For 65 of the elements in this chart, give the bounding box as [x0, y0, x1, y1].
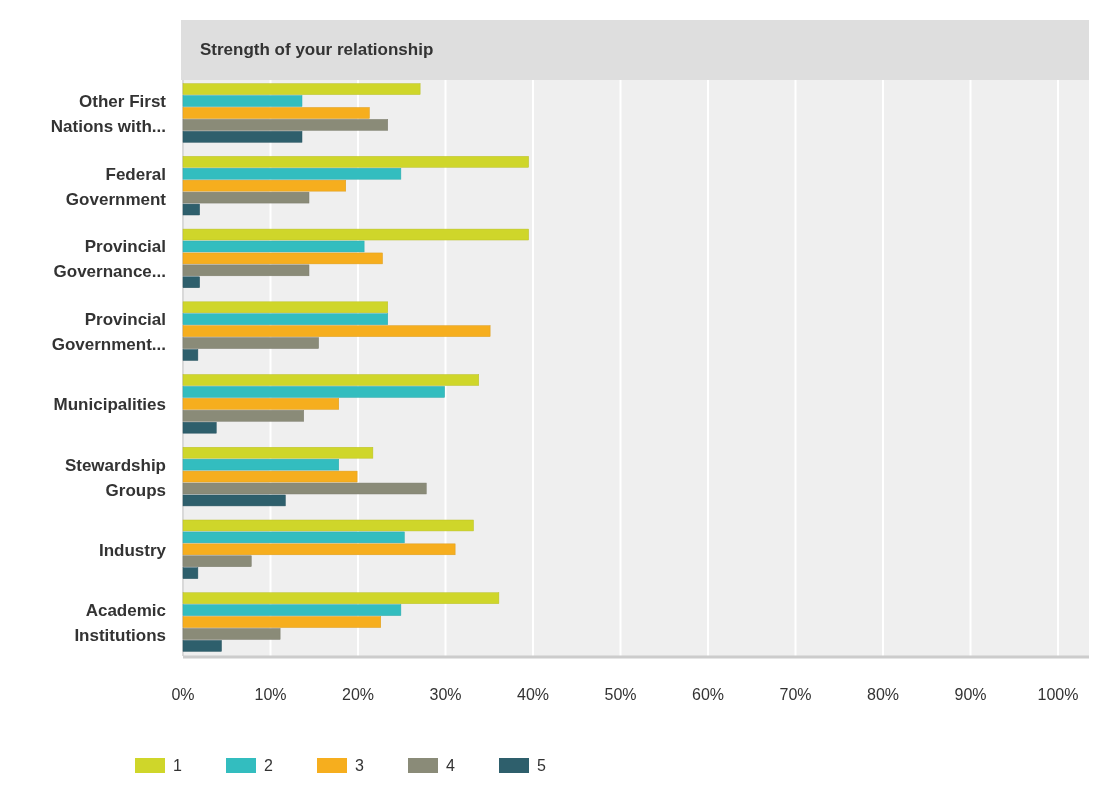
bar	[182, 313, 388, 325]
x-tick-label: 40%	[516, 686, 550, 703]
x-tick-label: 50%	[604, 686, 637, 703]
y-tick-label: Municipalities	[53, 395, 166, 415]
bar	[182, 325, 491, 337]
bar	[182, 107, 370, 119]
bar	[182, 252, 383, 265]
legend-label: 2	[264, 757, 273, 774]
y-tick-label: Provincial Government...	[51, 310, 166, 355]
bar	[182, 398, 339, 410]
bar	[182, 276, 200, 288]
bar	[182, 301, 388, 313]
bar	[182, 410, 304, 422]
bar	[182, 95, 303, 107]
bar	[182, 555, 252, 567]
bar	[182, 470, 358, 483]
x-tick-label: 30%	[429, 686, 462, 703]
bar	[182, 567, 199, 579]
x-tick-label: 90%	[954, 686, 987, 703]
x-tick-label: 100%	[1037, 686, 1079, 703]
y-tick-label: Other First Nations with...	[50, 91, 167, 136]
y-tick-label: Stewardship Groups	[64, 455, 166, 500]
x-tick-label: 70%	[779, 686, 812, 703]
bar	[182, 228, 529, 241]
chart-title: Strength of your relationship	[200, 40, 434, 59]
bar	[182, 131, 303, 143]
bar	[182, 203, 200, 216]
y-tick-label: Federal Government	[65, 164, 167, 209]
y-tick-label: Industry	[98, 540, 167, 560]
bar	[182, 374, 479, 386]
bar	[182, 616, 381, 628]
x-tick-label: 10%	[254, 686, 287, 703]
bar	[182, 349, 199, 361]
bar	[182, 240, 365, 253]
bar	[182, 640, 222, 652]
x-tick-label: 80%	[866, 686, 900, 703]
bar	[182, 458, 339, 471]
bar	[182, 83, 421, 95]
bar	[182, 494, 286, 507]
bar	[182, 179, 346, 192]
bar	[182, 337, 319, 349]
bar	[182, 386, 445, 398]
bar	[182, 191, 310, 204]
bar	[182, 531, 405, 544]
bar	[182, 119, 388, 131]
x-tick-label: 60%	[691, 686, 725, 703]
bar	[182, 422, 217, 434]
y-tick-label: Academic Institutions	[74, 601, 166, 646]
legend-label: 4	[446, 757, 455, 774]
y-tick-label: Provincial Governance...	[53, 237, 166, 282]
legend-label: 3	[355, 757, 364, 774]
bar	[182, 482, 427, 495]
bar	[182, 604, 402, 616]
bar	[182, 168, 402, 180]
bar	[182, 592, 500, 604]
legend-label: 5	[537, 757, 546, 774]
x-tick-label: 0%	[171, 686, 195, 703]
x-tick-label: 20%	[341, 686, 375, 703]
bar	[182, 543, 456, 556]
bar	[182, 264, 310, 277]
legend-label: 1	[173, 757, 182, 774]
bar	[182, 519, 474, 532]
bar	[182, 156, 529, 168]
bar	[182, 628, 281, 640]
bar	[182, 447, 374, 459]
